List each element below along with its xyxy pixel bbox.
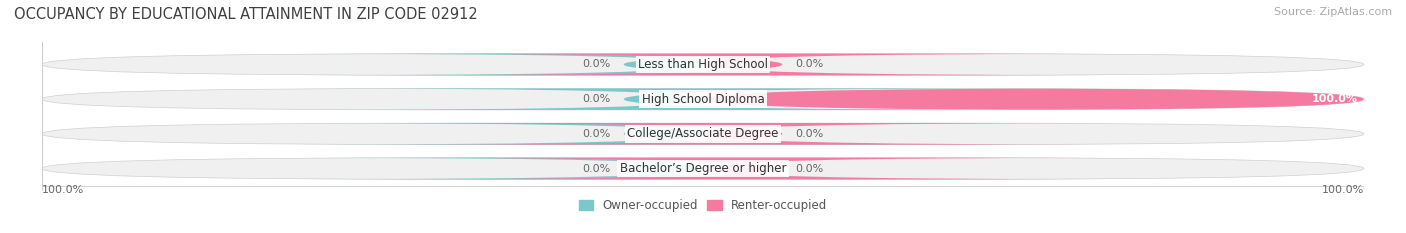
Text: 0.0%: 0.0%: [796, 59, 824, 69]
FancyBboxPatch shape: [373, 123, 1112, 145]
Text: Bachelor’s Degree or higher: Bachelor’s Degree or higher: [620, 162, 786, 175]
FancyBboxPatch shape: [294, 88, 1033, 110]
FancyBboxPatch shape: [294, 123, 1033, 145]
Text: 0.0%: 0.0%: [796, 129, 824, 139]
FancyBboxPatch shape: [294, 158, 1033, 179]
FancyBboxPatch shape: [42, 123, 1364, 145]
Text: High School Diploma: High School Diploma: [641, 93, 765, 106]
FancyBboxPatch shape: [42, 88, 1364, 110]
Text: 0.0%: 0.0%: [582, 164, 610, 174]
Text: College/Associate Degree: College/Associate Degree: [627, 127, 779, 140]
FancyBboxPatch shape: [42, 54, 1364, 75]
Text: 0.0%: 0.0%: [796, 164, 824, 174]
FancyBboxPatch shape: [42, 158, 1364, 179]
Text: 0.0%: 0.0%: [582, 129, 610, 139]
Text: 100.0%: 100.0%: [1322, 185, 1364, 195]
Text: 0.0%: 0.0%: [582, 59, 610, 69]
FancyBboxPatch shape: [703, 88, 1364, 110]
FancyBboxPatch shape: [294, 54, 1033, 75]
Text: 100.0%: 100.0%: [1312, 94, 1357, 104]
FancyBboxPatch shape: [373, 158, 1112, 179]
Text: OCCUPANCY BY EDUCATIONAL ATTAINMENT IN ZIP CODE 02912: OCCUPANCY BY EDUCATIONAL ATTAINMENT IN Z…: [14, 7, 478, 22]
Text: Less than High School: Less than High School: [638, 58, 768, 71]
Text: Source: ZipAtlas.com: Source: ZipAtlas.com: [1274, 7, 1392, 17]
Text: 0.0%: 0.0%: [582, 94, 610, 104]
Text: 100.0%: 100.0%: [42, 185, 84, 195]
Legend: Owner-occupied, Renter-occupied: Owner-occupied, Renter-occupied: [579, 199, 827, 212]
FancyBboxPatch shape: [373, 54, 1112, 75]
